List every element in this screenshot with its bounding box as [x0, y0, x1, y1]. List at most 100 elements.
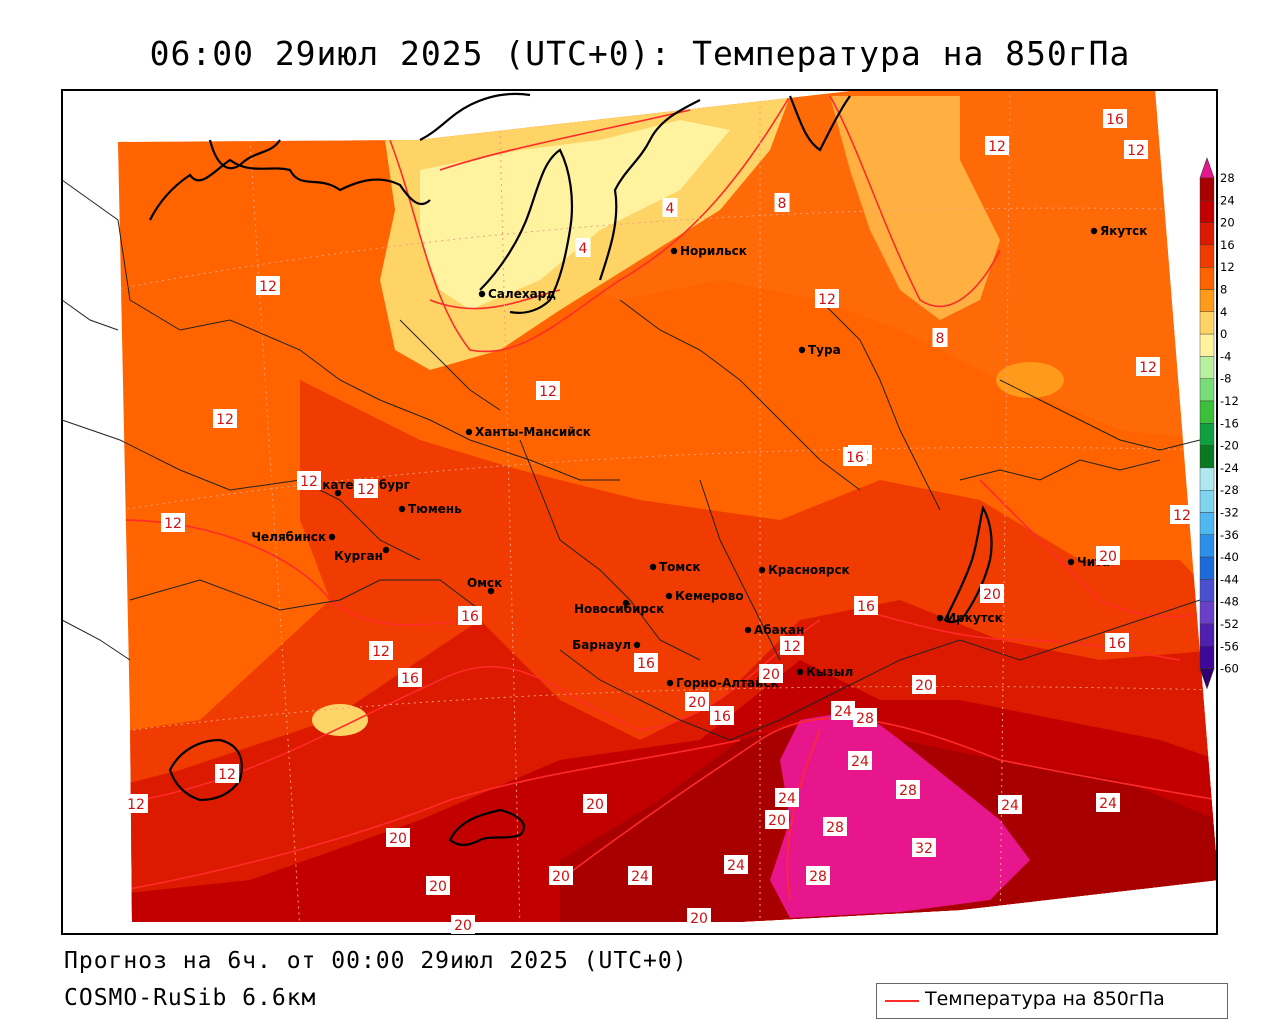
colorbar-tick-label: -32: [1220, 506, 1239, 520]
colorbar-tick-label: -4: [1220, 349, 1231, 363]
colorbar-tick-label: 0: [1220, 327, 1227, 341]
isotherm-label: 12: [213, 409, 237, 428]
svg-text:12: 12: [300, 474, 318, 490]
isotherm-label: 4: [662, 198, 678, 217]
isotherm-label: 12: [536, 381, 560, 400]
isotherm-labels: 1612124841212812121212121212121616161216…: [124, 109, 1194, 934]
svg-text:24: 24: [851, 754, 869, 770]
svg-text:20: 20: [454, 918, 472, 934]
colorbar-tick-label: -8: [1220, 372, 1231, 386]
isotherm-lines: [118, 95, 1218, 901]
colorbar-tick-label: 8: [1220, 283, 1227, 297]
colorbar-bottom-arrow: [1199, 668, 1215, 690]
city-dot: [649, 563, 657, 571]
svg-text:12: 12: [783, 639, 801, 655]
colorbar: 28 24 20 16 12 8 4 0 -4 -8 -12 -16 -20 -24 -28 -32 -36 -4…: [1199, 157, 1239, 690]
city-label: Салехард: [488, 287, 556, 301]
svg-text:28: 28: [826, 820, 844, 836]
svg-text:24: 24: [631, 869, 649, 885]
colorbar-tick-label: -40: [1220, 550, 1239, 564]
colorbar-tick-label: 12: [1220, 260, 1235, 274]
city-dot: [382, 546, 390, 554]
isotherm-label: 4: [575, 238, 591, 257]
svg-text:20: 20: [1099, 549, 1117, 565]
svg-text:4: 4: [666, 201, 675, 217]
isotherm-label: 12: [124, 794, 148, 813]
colorbar-segment: [1199, 467, 1215, 491]
isotherm-label: 12: [780, 636, 804, 655]
svg-text:12: 12: [1139, 360, 1157, 376]
isotherm-label: 12: [1136, 357, 1160, 376]
svg-text:16: 16: [401, 671, 419, 687]
colorbar-segment: [1199, 356, 1215, 379]
city-markers: Салехард Норильск Якутск Тура Ханты-Мансийск…: [251, 224, 1147, 690]
legend-line-label: Температура на 850гПа: [925, 988, 1165, 1010]
svg-text:20: 20: [768, 813, 786, 829]
isotherm-label: 16: [398, 668, 422, 687]
city-dot: [796, 668, 804, 676]
city-label: Норильск: [680, 244, 747, 258]
isotherm-label: 12: [354, 479, 378, 498]
svg-text:12: 12: [1173, 508, 1191, 524]
colorbar-tick-label: -48: [1220, 595, 1239, 609]
city-dot: [328, 533, 336, 541]
svg-text:12: 12: [818, 292, 836, 308]
isotherm-label: 16: [1105, 633, 1129, 652]
colorbar-segment: [1199, 244, 1215, 268]
isotherm-label: 16: [458, 606, 482, 625]
svg-text:24: 24: [727, 858, 745, 874]
colorbar-segment: [1199, 534, 1215, 558]
svg-text:12: 12: [216, 412, 234, 428]
city-dot: [666, 679, 674, 687]
isotherm-label: 16: [854, 596, 878, 615]
svg-text:16: 16: [1106, 112, 1124, 128]
isotherm-label: 24: [724, 855, 748, 874]
colorbar-tick-label: -16: [1220, 416, 1239, 430]
isotherm-label: 12: [815, 289, 839, 308]
svg-text:20: 20: [983, 587, 1001, 603]
isotherm-label: 16: [1103, 109, 1127, 128]
svg-text:8: 8: [936, 331, 945, 347]
isotherm-label: 16: [634, 653, 658, 672]
city-label: Тура: [808, 343, 841, 357]
colorbar-segment: [1199, 579, 1215, 602]
colorbar-segment: [1199, 601, 1215, 625]
colorbar-tick-label: -56: [1220, 639, 1239, 653]
city-label: Горно-Алтайск: [676, 676, 779, 690]
colorbar-segment: [1199, 222, 1215, 246]
svg-text:16: 16: [1108, 636, 1126, 652]
colorbar-segment: [1199, 423, 1215, 446]
svg-text:20: 20: [915, 678, 933, 694]
city-dot: [670, 247, 678, 255]
isotherm-label: 12: [297, 471, 321, 490]
city-label: Тюмень: [408, 502, 462, 516]
city-label: Кызыл: [806, 665, 853, 679]
city-dot: [758, 566, 766, 574]
svg-text:20: 20: [688, 695, 706, 711]
colorbar-tick-label: -44: [1220, 572, 1239, 586]
isotherm-label: 24: [831, 701, 855, 720]
isotherm-label: 20: [583, 794, 607, 813]
isotherm-label: 20: [912, 675, 936, 694]
colorbar-tick-label: -52: [1220, 617, 1239, 631]
svg-text:16: 16: [846, 450, 864, 466]
city-label: Абакан: [754, 623, 804, 637]
colorbar-tick-label: -20: [1220, 439, 1239, 453]
svg-text:20: 20: [552, 869, 570, 885]
isotherm-label: 32: [912, 838, 936, 857]
isotherm-label: 12: [215, 764, 239, 783]
city-label: Кемерово: [675, 589, 744, 603]
city-label: Томск: [659, 560, 701, 574]
city-label: Ханты-Мансийск: [475, 425, 591, 439]
colorbar-tick-label: 28: [1220, 171, 1235, 185]
svg-text:24: 24: [1001, 798, 1019, 814]
svg-text:24: 24: [1099, 796, 1117, 812]
svg-text:12: 12: [164, 516, 182, 532]
city-label: Якутск: [1100, 224, 1147, 238]
svg-text:8: 8: [778, 196, 787, 212]
colorbar-tick-label: 24: [1220, 193, 1235, 207]
svg-text:12: 12: [988, 139, 1006, 155]
isotherm-label: 24: [848, 751, 872, 770]
city-label: Челябинск: [251, 530, 326, 544]
